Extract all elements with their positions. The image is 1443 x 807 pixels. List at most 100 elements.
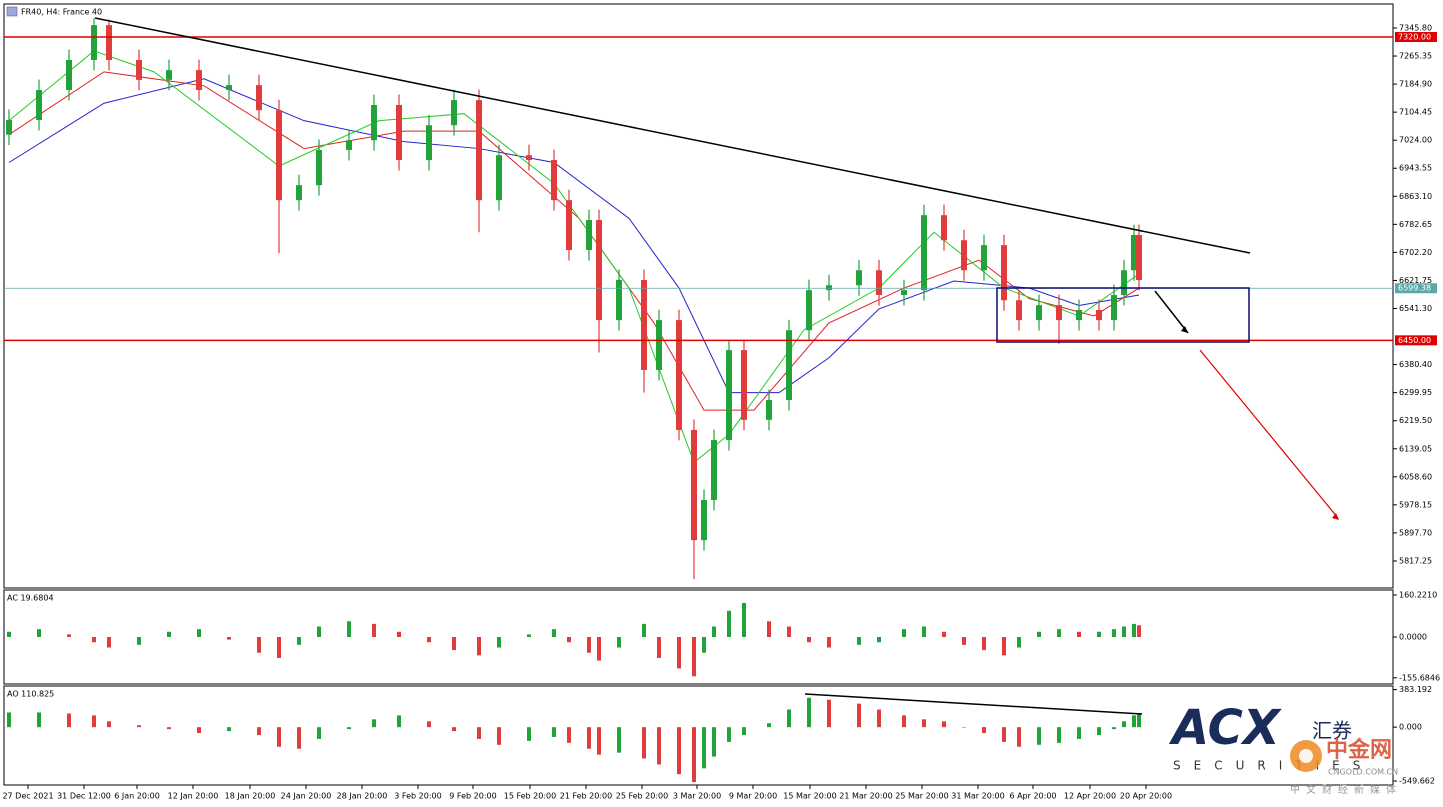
histogram-bar	[92, 637, 96, 643]
candle-body	[36, 89, 42, 120]
candle-body	[6, 119, 12, 135]
histogram-bar	[962, 637, 966, 645]
histogram-bar	[787, 626, 791, 637]
x-tick-label: 25 Mar 20:00	[895, 792, 948, 801]
y-tick-label: 6219.50	[1399, 416, 1432, 425]
candle-body	[616, 280, 622, 321]
candle-body	[226, 85, 232, 90]
x-tick-label: 24 Jan 20:00	[281, 792, 332, 801]
histogram-bar	[767, 723, 771, 728]
histogram-bar	[712, 626, 716, 637]
candle-body	[856, 270, 862, 286]
histogram-bar	[1112, 629, 1116, 637]
candle-body	[1131, 235, 1137, 271]
histogram-bar	[227, 637, 231, 640]
x-tick-label: 25 Feb 20:00	[616, 792, 668, 801]
histogram-bar	[197, 629, 201, 637]
candle-body	[451, 100, 457, 126]
ao-trend-line	[804, 693, 1143, 715]
candle-body	[901, 290, 907, 296]
histogram-bar	[452, 637, 456, 651]
histogram-bar	[677, 727, 681, 775]
moving-average	[8, 50, 1140, 464]
candle-body	[1036, 305, 1042, 321]
annotations	[94, 17, 1339, 715]
level-label-bg	[1395, 31, 1437, 42]
candle-body	[346, 140, 352, 150]
ao-label: AO 110.825	[7, 690, 54, 699]
histogram-bar	[67, 713, 71, 728]
histogram-bar	[982, 637, 986, 651]
x-tick-label: 12 Apr 20:00	[1064, 792, 1116, 801]
histogram-bar	[227, 727, 231, 732]
header-title: FR40, H4: France 40	[21, 8, 102, 17]
histogram-bar	[597, 727, 601, 755]
x-tick-label: 21 Feb 20:00	[560, 792, 612, 801]
level-label-bg	[1395, 335, 1437, 346]
candle-body	[656, 320, 662, 370]
candle-body	[551, 160, 557, 201]
histogram-bar	[397, 631, 401, 637]
histogram-bar	[827, 699, 831, 728]
histogram-bar	[1122, 626, 1126, 637]
histogram-bar	[1132, 623, 1136, 637]
histogram-bar	[942, 721, 946, 728]
histogram-bar	[347, 727, 351, 730]
histogram-bar	[37, 712, 41, 728]
histogram-bar	[902, 715, 906, 728]
histogram-bar	[677, 637, 681, 669]
histogram-bar	[92, 715, 96, 728]
histogram-bar	[712, 727, 716, 757]
histogram-bar	[857, 703, 861, 728]
histogram-bar	[452, 727, 456, 732]
histogram-bar	[617, 637, 621, 648]
ac-label: AC 19.6804	[7, 594, 54, 603]
histogram-bar	[1037, 631, 1041, 637]
arrow	[1154, 290, 1189, 334]
histogram-bar	[922, 626, 926, 637]
histogram-bar	[982, 727, 986, 734]
watermark-logo-inner	[1299, 749, 1313, 763]
histogram-bar	[642, 623, 646, 637]
candle-body	[166, 70, 172, 80]
candle-body	[981, 245, 987, 271]
candle-body	[91, 25, 97, 60]
candle-body	[1096, 309, 1102, 321]
histogram-bar	[1077, 727, 1081, 739]
histogram-bar	[617, 727, 621, 753]
candle-body	[726, 350, 732, 441]
candle-body	[876, 270, 882, 296]
y-tick-label: 6058.60	[1399, 472, 1432, 481]
histogram-bar	[7, 631, 11, 637]
y-tick-label: 160.2210	[1399, 591, 1437, 600]
arrow	[1199, 349, 1339, 519]
histogram-bar	[1057, 629, 1061, 637]
histogram-bar	[1097, 727, 1101, 736]
candle-body	[806, 290, 812, 331]
candle-body	[1001, 245, 1007, 301]
y-tick-label: 5817.25	[1399, 556, 1432, 565]
histogram-bar	[497, 727, 501, 745]
candle-body	[1016, 300, 1022, 321]
x-tick-label: 6 Jan 20:00	[114, 792, 160, 801]
symbol-icon	[6, 6, 18, 17]
histogram-bar	[317, 727, 321, 739]
histogram-bar	[527, 634, 531, 637]
x-tick-label: 28 Jan 20:00	[337, 792, 388, 801]
y-tick-label: 7104.45	[1399, 108, 1432, 117]
y-tick-label: 7184.90	[1399, 80, 1432, 89]
candle-body	[66, 59, 72, 90]
histogram-bar	[1077, 631, 1081, 637]
histogram-bar	[257, 637, 261, 653]
main-panel	[3, 3, 1394, 589]
histogram-bar	[67, 634, 71, 637]
y-tick-label: 5978.15	[1399, 500, 1432, 509]
arrow-head	[1181, 326, 1188, 333]
x-tick-label: 31 Mar 20:00	[951, 792, 1004, 801]
candle-body	[1121, 270, 1127, 296]
histogram-bar	[877, 709, 881, 728]
histogram-bar	[657, 727, 661, 765]
histogram-bar	[807, 637, 811, 643]
histogram-bar	[962, 727, 966, 728]
